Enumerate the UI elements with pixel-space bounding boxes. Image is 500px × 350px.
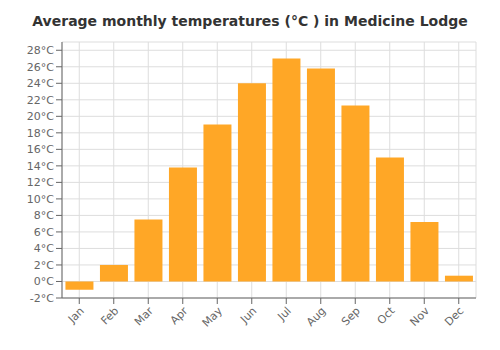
svg-text:10°C: 10°C (27, 193, 54, 206)
svg-text:6°C: 6°C (34, 226, 54, 239)
svg-text:16°C: 16°C (27, 143, 54, 156)
svg-text:May: May (200, 304, 226, 330)
svg-text:0°C: 0°C (34, 275, 54, 288)
svg-text:4°C: 4°C (34, 242, 54, 255)
svg-text:-2°C: -2°C (30, 292, 54, 305)
svg-text:Mar: Mar (132, 304, 156, 328)
svg-text:12°C: 12°C (27, 176, 54, 189)
html-text:Average monthly temperatures (: Average monthly temperatures (°C ) in Me… (32, 13, 468, 29)
svg-text:Jun: Jun (237, 304, 259, 326)
svg-text:Sep: Sep (339, 304, 363, 328)
svg-text:20°C: 20°C (27, 110, 54, 123)
svg-text:22°C: 22°C (27, 94, 54, 107)
svg-text:Oct: Oct (375, 304, 398, 327)
svg-text:Nov: Nov (408, 304, 433, 329)
svg-text:8°C: 8°C (34, 209, 54, 222)
svg-text:26°C: 26°C (27, 61, 54, 74)
svg-text:14°C: 14°C (27, 160, 54, 173)
svg-text:2°C: 2°C (34, 259, 54, 272)
svg-text:24°C: 24°C (27, 77, 54, 90)
svg-text:18°C: 18°C (27, 127, 54, 140)
svg-text:Dec: Dec (442, 304, 466, 328)
svg-text:Jul: Jul (275, 304, 294, 323)
svg-text:Apr: Apr (168, 304, 191, 327)
svg-text:28°C: 28°C (27, 44, 54, 57)
svg-text:Jan: Jan (65, 304, 87, 326)
svg-text:Aug: Aug (304, 304, 328, 328)
svg-text:Feb: Feb (98, 304, 121, 327)
